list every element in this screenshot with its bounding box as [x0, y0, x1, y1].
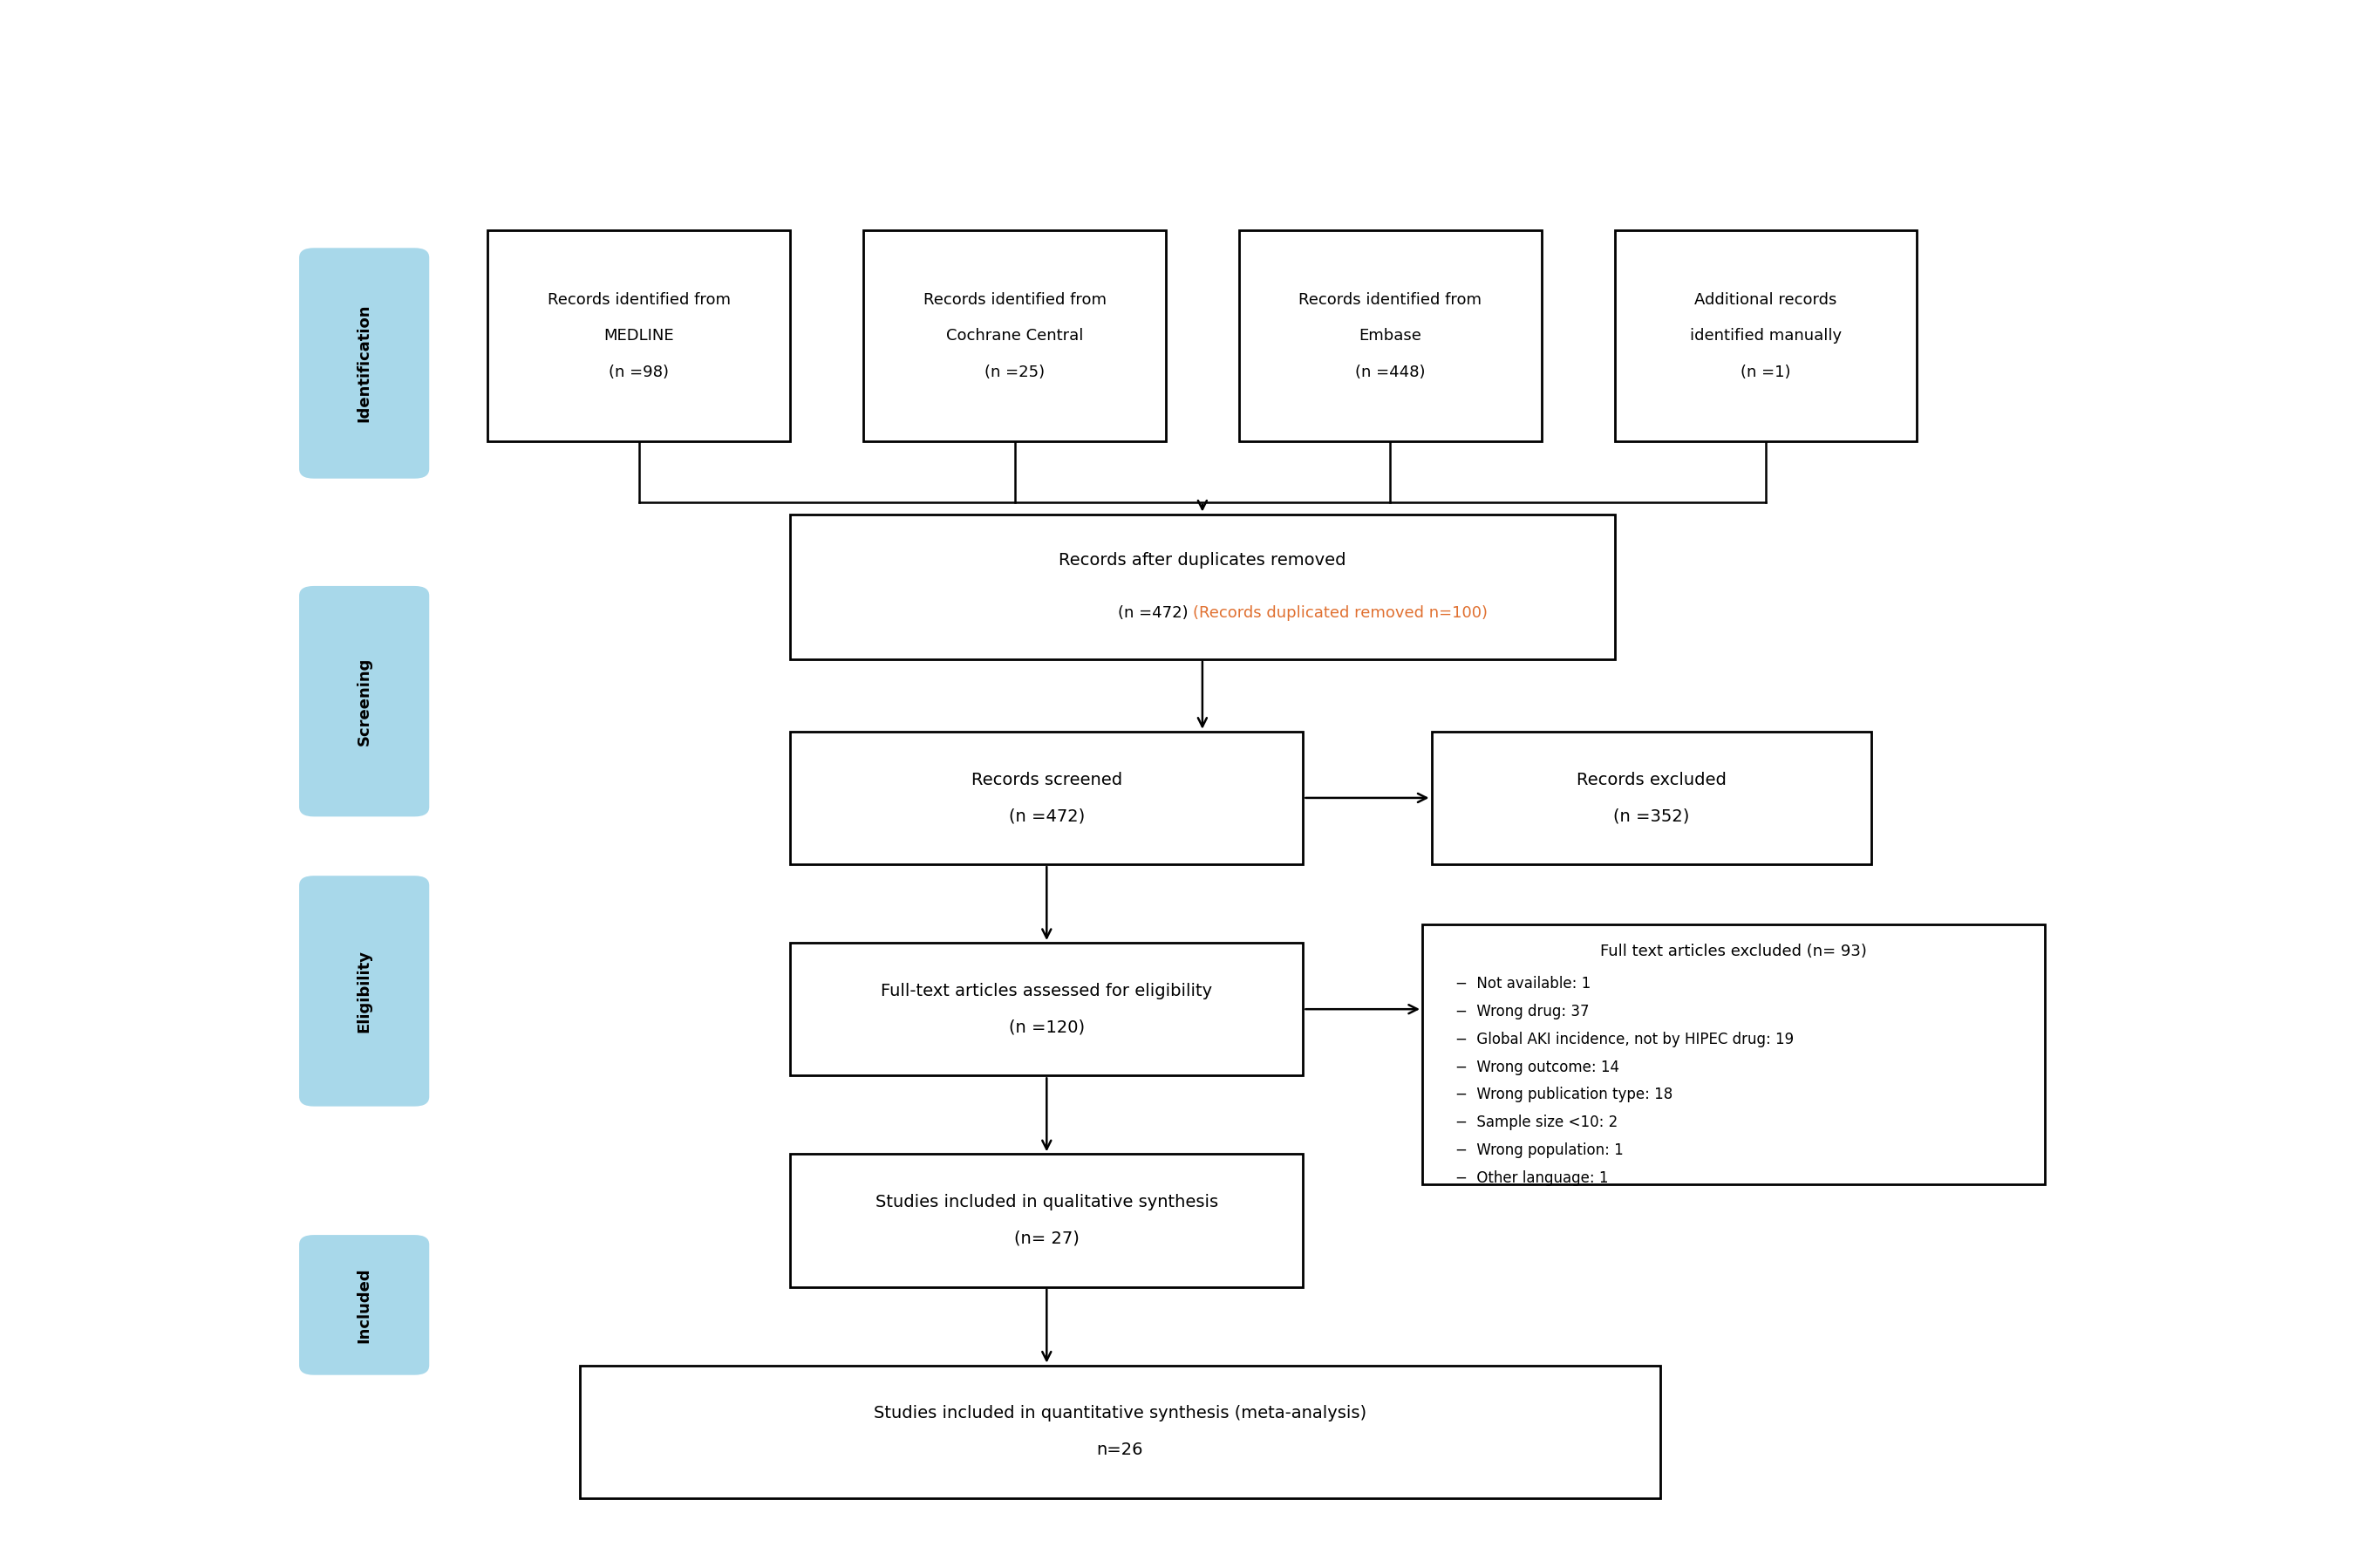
Text: Cochrane Central: Cochrane Central [946, 328, 1083, 343]
Text: Records excluded: Records excluded [1577, 771, 1726, 789]
FancyBboxPatch shape [863, 230, 1165, 442]
Text: Records screened: Records screened [972, 771, 1123, 789]
Text: Additional records: Additional records [1695, 292, 1837, 307]
Text: −  Other language: 1: − Other language: 1 [1456, 1170, 1608, 1185]
Text: (n= 27): (n= 27) [1014, 1231, 1080, 1247]
FancyBboxPatch shape [1433, 731, 1872, 864]
Text: identified manually: identified manually [1690, 328, 1842, 343]
Text: Included: Included [357, 1267, 371, 1342]
Text: −  Not available: 1: − Not available: 1 [1456, 975, 1591, 991]
Text: Records after duplicates removed: Records after duplicates removed [1059, 552, 1345, 568]
Text: (n =120): (n =120) [1009, 1019, 1085, 1035]
FancyBboxPatch shape [790, 731, 1303, 864]
Text: (n =98): (n =98) [610, 364, 669, 379]
Text: −  Wrong drug: 37: − Wrong drug: 37 [1456, 1004, 1589, 1019]
Text: (n =1): (n =1) [1740, 364, 1792, 379]
Text: (n =472): (n =472) [1009, 808, 1085, 825]
Text: Records identified from: Records identified from [1298, 292, 1482, 307]
FancyBboxPatch shape [300, 586, 430, 817]
Text: MEDLINE: MEDLINE [603, 328, 674, 343]
Text: Studies included in quantitative synthesis (meta-analysis): Studies included in quantitative synthes… [875, 1405, 1366, 1422]
FancyBboxPatch shape [1615, 230, 1917, 442]
Text: Records identified from: Records identified from [922, 292, 1106, 307]
Text: −  Wrong publication type: 18: − Wrong publication type: 18 [1456, 1087, 1674, 1102]
FancyBboxPatch shape [790, 1154, 1303, 1287]
Text: (n =25): (n =25) [983, 364, 1045, 379]
FancyBboxPatch shape [300, 248, 430, 478]
FancyBboxPatch shape [579, 1366, 1660, 1497]
FancyBboxPatch shape [1423, 925, 2045, 1184]
FancyBboxPatch shape [790, 942, 1303, 1076]
Text: Full text articles excluded (n= 93): Full text articles excluded (n= 93) [1600, 944, 1868, 960]
Text: Records identified from: Records identified from [548, 292, 730, 307]
Text: −  Global AKI incidence, not by HIPEC drug: 19: − Global AKI incidence, not by HIPEC dru… [1456, 1032, 1794, 1047]
Text: Embase: Embase [1359, 328, 1421, 343]
Text: −  Sample size <10: 2: − Sample size <10: 2 [1456, 1115, 1617, 1131]
Text: Identification: Identification [357, 304, 371, 422]
FancyBboxPatch shape [487, 230, 790, 442]
FancyBboxPatch shape [300, 877, 430, 1107]
Text: −  Wrong outcome: 14: − Wrong outcome: 14 [1456, 1060, 1619, 1076]
Text: Eligibility: Eligibility [357, 950, 371, 1032]
FancyBboxPatch shape [1239, 230, 1541, 442]
Text: (n =352): (n =352) [1612, 808, 1690, 825]
Text: −  Wrong population: 1: − Wrong population: 1 [1456, 1143, 1624, 1159]
FancyBboxPatch shape [790, 514, 1615, 659]
Text: (Records duplicated removed n=100): (Records duplicated removed n=100) [1194, 605, 1487, 621]
Text: (n =448): (n =448) [1355, 364, 1425, 379]
FancyBboxPatch shape [300, 1236, 430, 1375]
Text: Full-text articles assessed for eligibility: Full-text articles assessed for eligibil… [882, 983, 1213, 999]
Text: Screening: Screening [357, 657, 371, 745]
Text: (n =472): (n =472) [1118, 605, 1194, 621]
Text: n=26: n=26 [1097, 1441, 1144, 1458]
Text: Studies included in qualitative synthesis: Studies included in qualitative synthesi… [875, 1195, 1217, 1210]
